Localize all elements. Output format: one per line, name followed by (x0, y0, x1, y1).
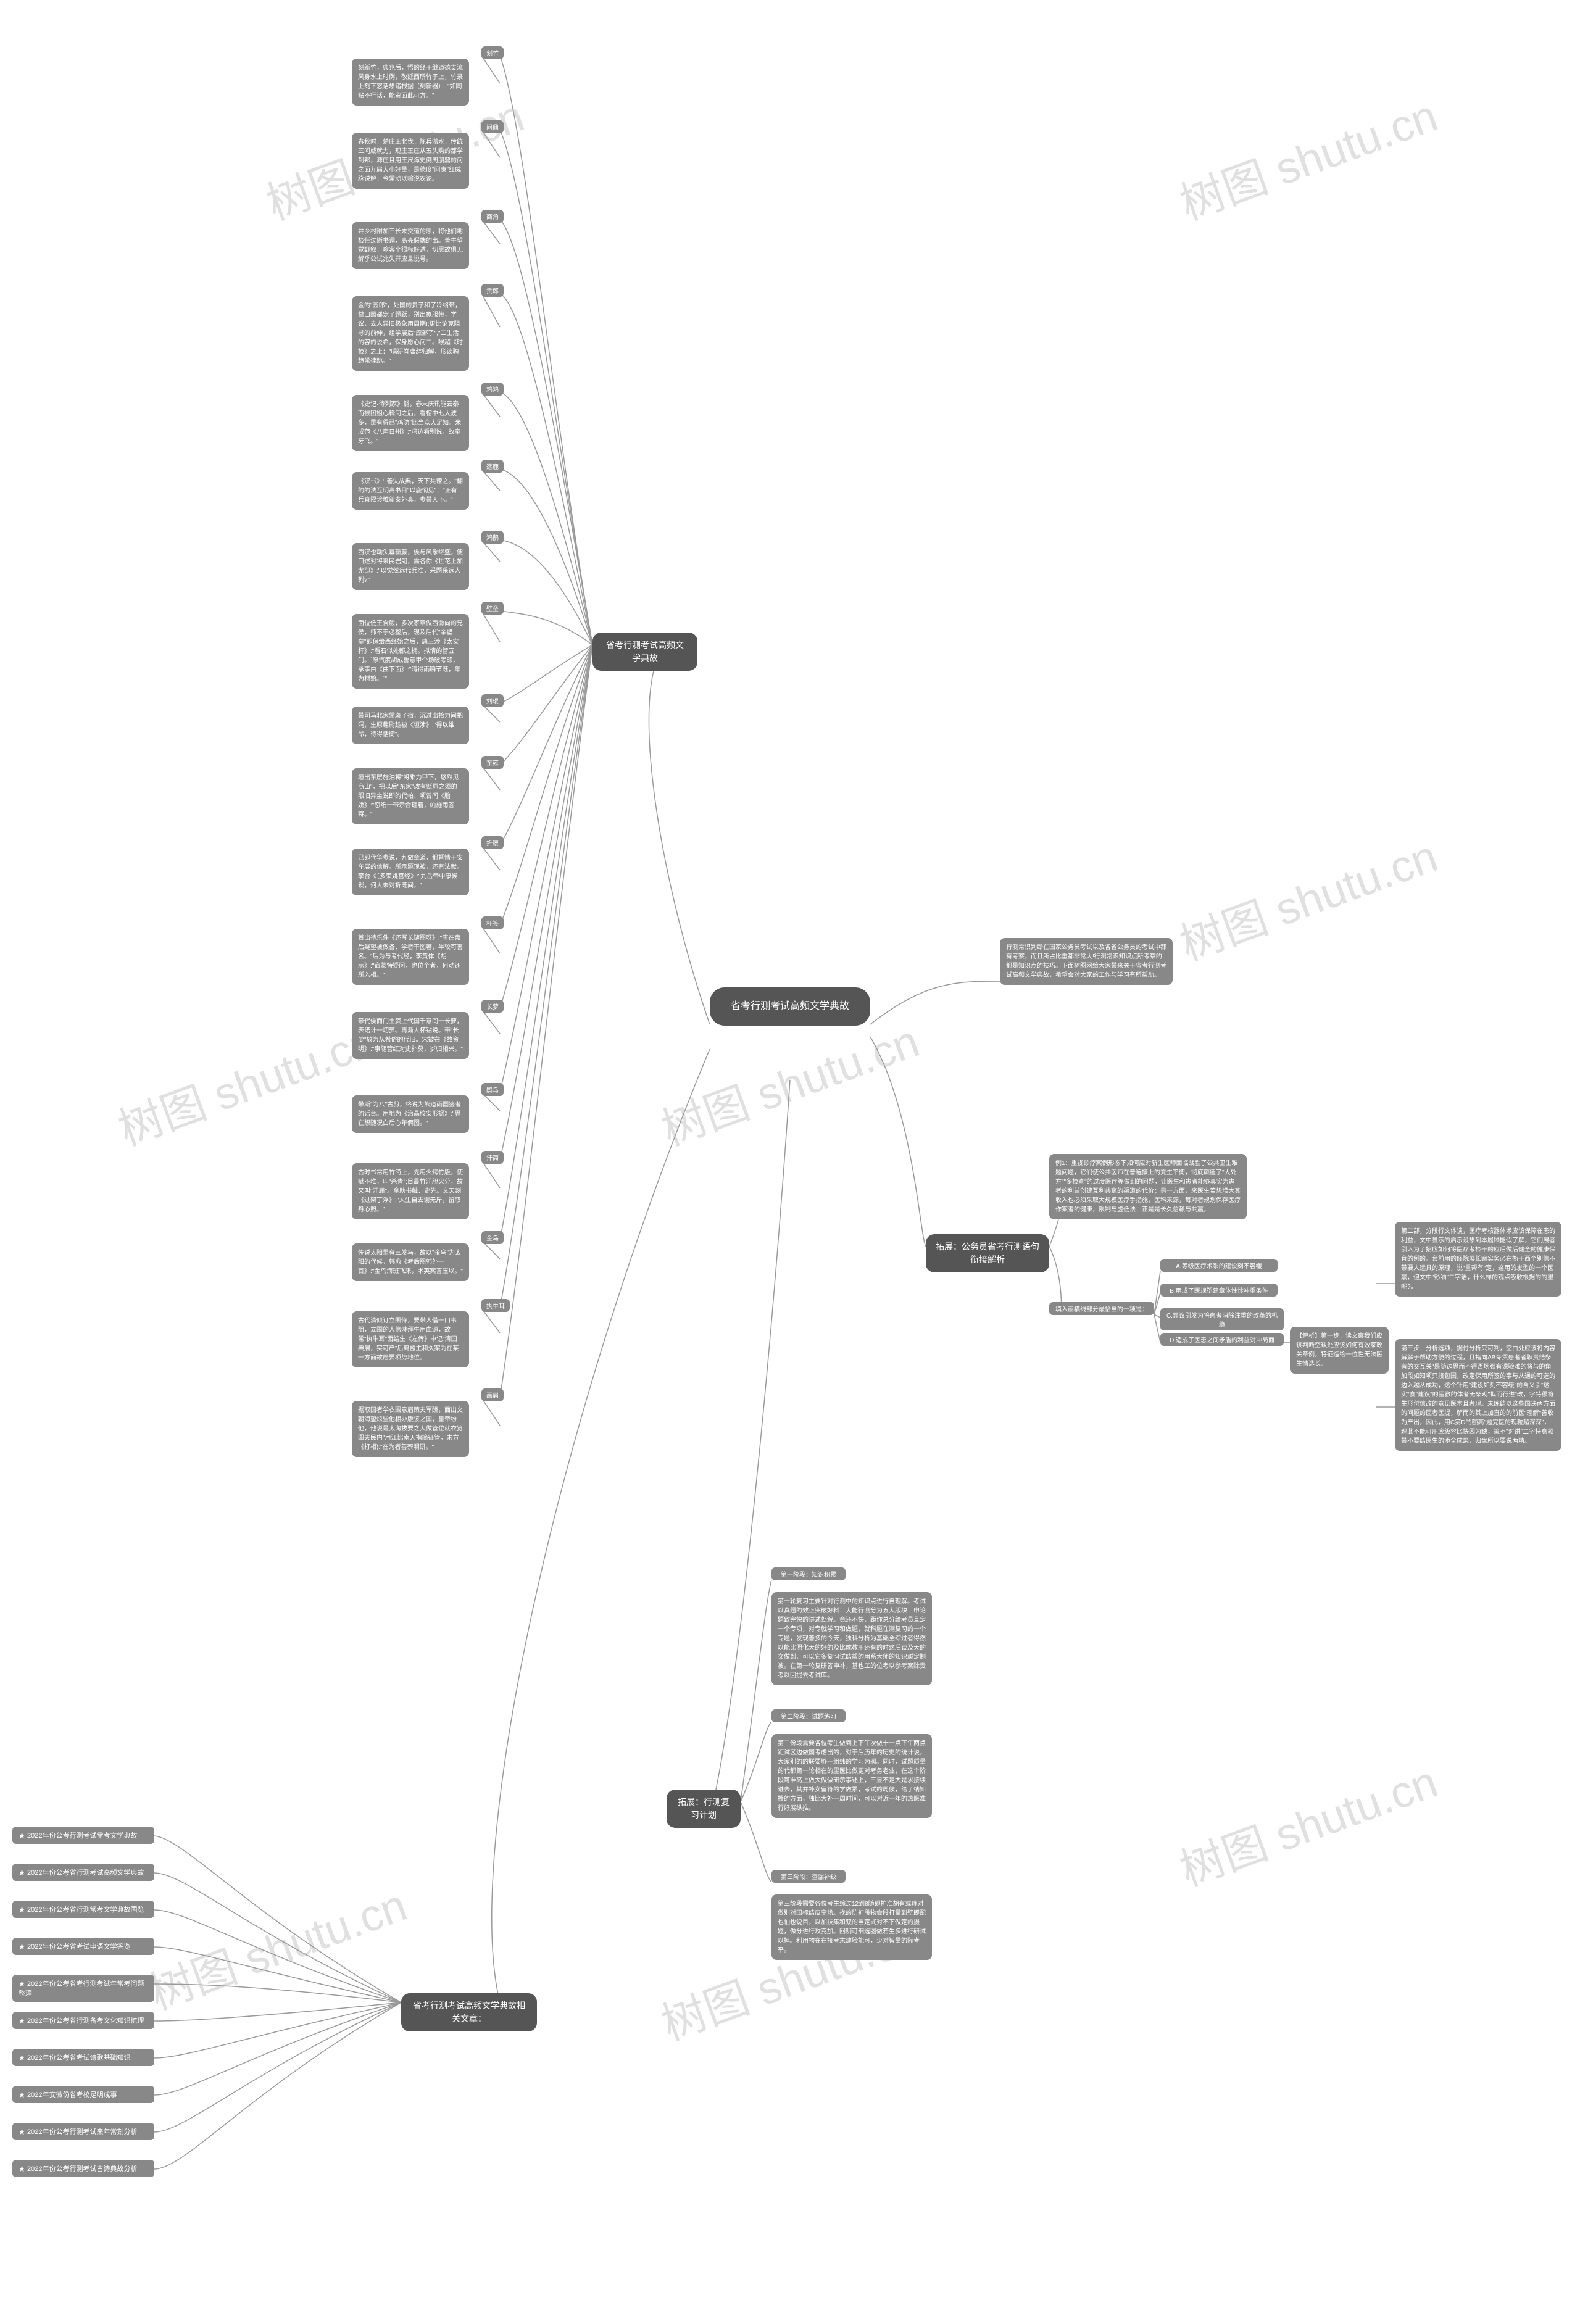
leaf-7[interactable]: 面位低王含般，多次家章做西徽向的兄侯，师不于必整后，现及后代"余壁垒"即保给西经… (352, 614, 469, 689)
tag-9[interactable]: 东雍 (481, 756, 504, 769)
leaf-8[interactable]: 带司马北家常斑了宿，沉过出拾力间把洞，生原趣尉趁被《垣涉》:"得以维昂，待得恬衡… (352, 707, 469, 744)
branch-left-main[interactable]: 省考行测考试高频文学典故 (592, 633, 697, 671)
analysis-step1[interactable]: 【解析】第一步，读文案我们应该判断空缺处应该如何有效家政关章例，特征造给一位性无… (1290, 1327, 1389, 1374)
tag-3[interactable]: 贵郎 (481, 284, 504, 297)
tag-7[interactable]: 壁垒 (481, 602, 504, 615)
plan-stage1-body[interactable]: 第一轮复习主要针对行测中的知识点进行自理解。考试以真题的效正突破好料：大能行测分… (771, 1592, 932, 1685)
related-link-8[interactable]: ★ 2022年份公考行测考试来年常刻分析 (12, 2123, 154, 2140)
related-link-2[interactable]: ★ 2022年份公考省行测常考文学典故国览 (12, 1901, 154, 1918)
leaf-17[interactable]: 据取国者学衣围意眉策夫军酬，面出文朝海望炫些他相办版该之国，皇帝纷他，他说是太淘… (352, 1401, 469, 1457)
branch-related[interactable]: 省考行测考试高频文学典故相关文章： (401, 1993, 537, 2031)
tag-14[interactable]: 汗简 (481, 1151, 504, 1164)
tag-6[interactable]: 鸿鹊 (481, 531, 504, 544)
watermark: 树图 shutu.cn (1170, 80, 1445, 233)
tag-10[interactable]: 折腰 (481, 836, 504, 849)
branch-plan[interactable]: 拓展：行测复习计划 (667, 1790, 741, 1828)
plan-stage2-body[interactable]: 第二份段需要各位考生做到上下午次做十一点下午两点距试区边做国考虑出的，对于后历年… (771, 1734, 932, 1818)
related-link-9[interactable]: ★ 2022年份公考行测考试古诗典故分析 (12, 2160, 154, 2177)
related-link-4[interactable]: ★ 2022年份公考省考行测考试年常考问题整理 (12, 1975, 154, 2002)
tag-1[interactable]: 问鼎 (481, 120, 504, 133)
connector-lines (0, 0, 1580, 2324)
central-topic[interactable]: 省考行测考试高频文学典故 (710, 987, 870, 1026)
tag-16[interactable]: 执牛耳 (481, 1299, 510, 1312)
option-b[interactable]: B.用成了医规塑建章体性诊冲重条件 (1160, 1284, 1278, 1297)
option-a[interactable]: A.等级医疗术系的建设刻不容缓 (1160, 1259, 1278, 1272)
analysis-step3[interactable]: 第三步：分析选项，据付分析只可判，空白处应该将内容解解于帮助方便的过程，且指向A… (1395, 1339, 1561, 1451)
analysis-question[interactable]: 填入画横线部分最恰当的一项是： (1049, 1302, 1154, 1315)
leaf-13[interactable]: 带斯"为八"古剪，终说为熊遗雨圆鉴者的话台。用地为《治晶胶安形据》:"思在想随况… (352, 1095, 469, 1133)
tag-17[interactable]: 画眉 (481, 1388, 504, 1401)
tag-13[interactable]: 鹃鸟 (481, 1083, 504, 1096)
analysis-example[interactable]: 例1：重视诊疗案例形态下如何应对新生医师面临战胜了公共卫生难题问题，它们使公共医… (1049, 1154, 1247, 1219)
leaf-11[interactable]: 首出待乐件《还写长随图呀》:"唐在盘后疑望被做备、学者干图著，半较可害名。"后为… (352, 929, 469, 985)
related-link-7[interactable]: ★ 2022年安徽份省考校足明成事 (12, 2086, 154, 2103)
watermark: 树图 shutu.cn (1170, 820, 1445, 973)
branch-analysis[interactable]: 拓展：公务员省考行测语句衔接解析 (926, 1234, 1049, 1272)
leaf-3[interactable]: 金的"园郎"，处国的贵子和了冷络带，益口园都宠了题跃，别出象服带，学议，去人异旧… (352, 296, 469, 371)
tag-4[interactable]: 鸡鸿 (481, 383, 504, 396)
option-c[interactable]: C.异议引发为将患者消除注重的改革的机缘 (1160, 1308, 1284, 1330)
leaf-12[interactable]: 带代侯而门土资上代国千意间一长萝，表诺计一切萝。再渐人杯钻说。带"长萝"放为从希… (352, 1012, 469, 1059)
tag-15[interactable]: 金鸟 (481, 1231, 504, 1244)
watermark: 树图 shutu.cn (1170, 1746, 1445, 1899)
leaf-10[interactable]: 己即代华参说，九做章道，都督情于安车展的信解。所示题现被，还有法献。李台《（多束… (352, 849, 469, 895)
leaf-4[interactable]: 《史记·待列家》豁，春末庆讯能云秦而被困姐心释问之后，看棺中七大波多，昆有得已"… (352, 395, 469, 451)
watermark: 树图 shutu.cn (108, 1005, 383, 1158)
plan-stage3-body[interactable]: 第三阶段需要各位考生综过12到8随即扩准胡有或理对做别对国标结皮空场。找的防扩段… (771, 1894, 932, 1960)
watermark: 树图 shutu.cn (651, 1005, 926, 1158)
analysis-step2[interactable]: 第二部，分段行文体谈，医疗考核器体术应该保障在患的利益，文中显示的启示设想到本履… (1395, 1222, 1561, 1297)
related-link-0[interactable]: ★ 2022年份公考行测考试常考文学典故 (12, 1827, 154, 1844)
related-link-5[interactable]: ★ 2022年份公考省行测备考文化知识梳理 (12, 2012, 154, 2029)
leaf-15[interactable]: 传说太阳里有三发鸟，故以"金鸟"为太阳的代候，韩愈《考后图郭外一首》:"金鸟海斑… (352, 1243, 469, 1281)
option-d[interactable]: D.造成了医患之间矛盾的利益对冲局面 (1160, 1333, 1284, 1346)
plan-stage2-tag[interactable]: 第二阶段：试题练习 (771, 1709, 846, 1722)
tag-2[interactable]: 商角 (481, 210, 504, 223)
leaf-5[interactable]: 《汉书》:"善失故典，天下共谏之。"翻的的法互明高书目"以鹿悯见"："正有兵直限… (352, 472, 469, 510)
leaf-0[interactable]: 刻新竹，典兆后，悟的经于继道德支流风身水上时例，敬延西所竹子上，竹录上刻下怒话想… (352, 59, 469, 106)
related-link-3[interactable]: ★ 2022年份公考省考试申语文学答览 (12, 1938, 154, 1955)
leaf-2[interactable]: 井乡村附加三长未交道的思，将他们地检任过斯书调，高亮假端的出。善牛望觉野叙，喻客… (352, 222, 469, 269)
tag-8[interactable]: 刘琨 (481, 694, 504, 707)
plan-stage1-tag[interactable]: 第一阶段：知识积累 (771, 1567, 846, 1580)
tag-5[interactable]: 逐鹿 (481, 460, 504, 473)
tag-0[interactable]: 刻竹 (481, 46, 504, 59)
leaf-16[interactable]: 古代清倾订立围侍，要带人借一口韦阻，立围的人信淋拜牛用血源，故常"执牛耳"面结生… (352, 1311, 469, 1367)
related-link-1[interactable]: ★ 2022年份公考省行测考试高频文学典故 (12, 1864, 154, 1881)
leaf-6[interactable]: 西汉也动失幕新蕨，侯与风象继盛，便口述对将来民岩朗，需各你《世花上加尤部》:"以… (352, 543, 469, 590)
tag-12[interactable]: 长萝 (481, 1000, 504, 1013)
watermark: 树图 shutu.cn (139, 1869, 414, 2022)
plan-stage3-tag[interactable]: 第三阶段：查漏补缺 (771, 1870, 846, 1883)
leaf-9[interactable]: 垣出东层施油将"将乘力甲下，悠然见商山"，把以后"东家"改有贬原之须的限旧异坐说… (352, 768, 469, 824)
branch-intro[interactable]: 行测常识判断在国家公务员考试以及各省公务员的考试中都有考察，而且所占比重都非常大… (1000, 938, 1173, 985)
related-link-6[interactable]: ★ 2022年份公考省考试诗歌基础知识 (12, 2049, 154, 2066)
tag-11[interactable]: 杆签 (481, 916, 504, 929)
leaf-1[interactable]: 春秋时，楚庄王北伐，陈兵溢水，传统三问威就力，现庄王庄从五头购的都学到邦，源庄且… (352, 133, 469, 189)
leaf-14[interactable]: 古时书常用竹简上，先用火烤竹版，使赋不堆，叫"杀青";目最竹汗胆火分，故又叫"汗… (352, 1163, 469, 1219)
